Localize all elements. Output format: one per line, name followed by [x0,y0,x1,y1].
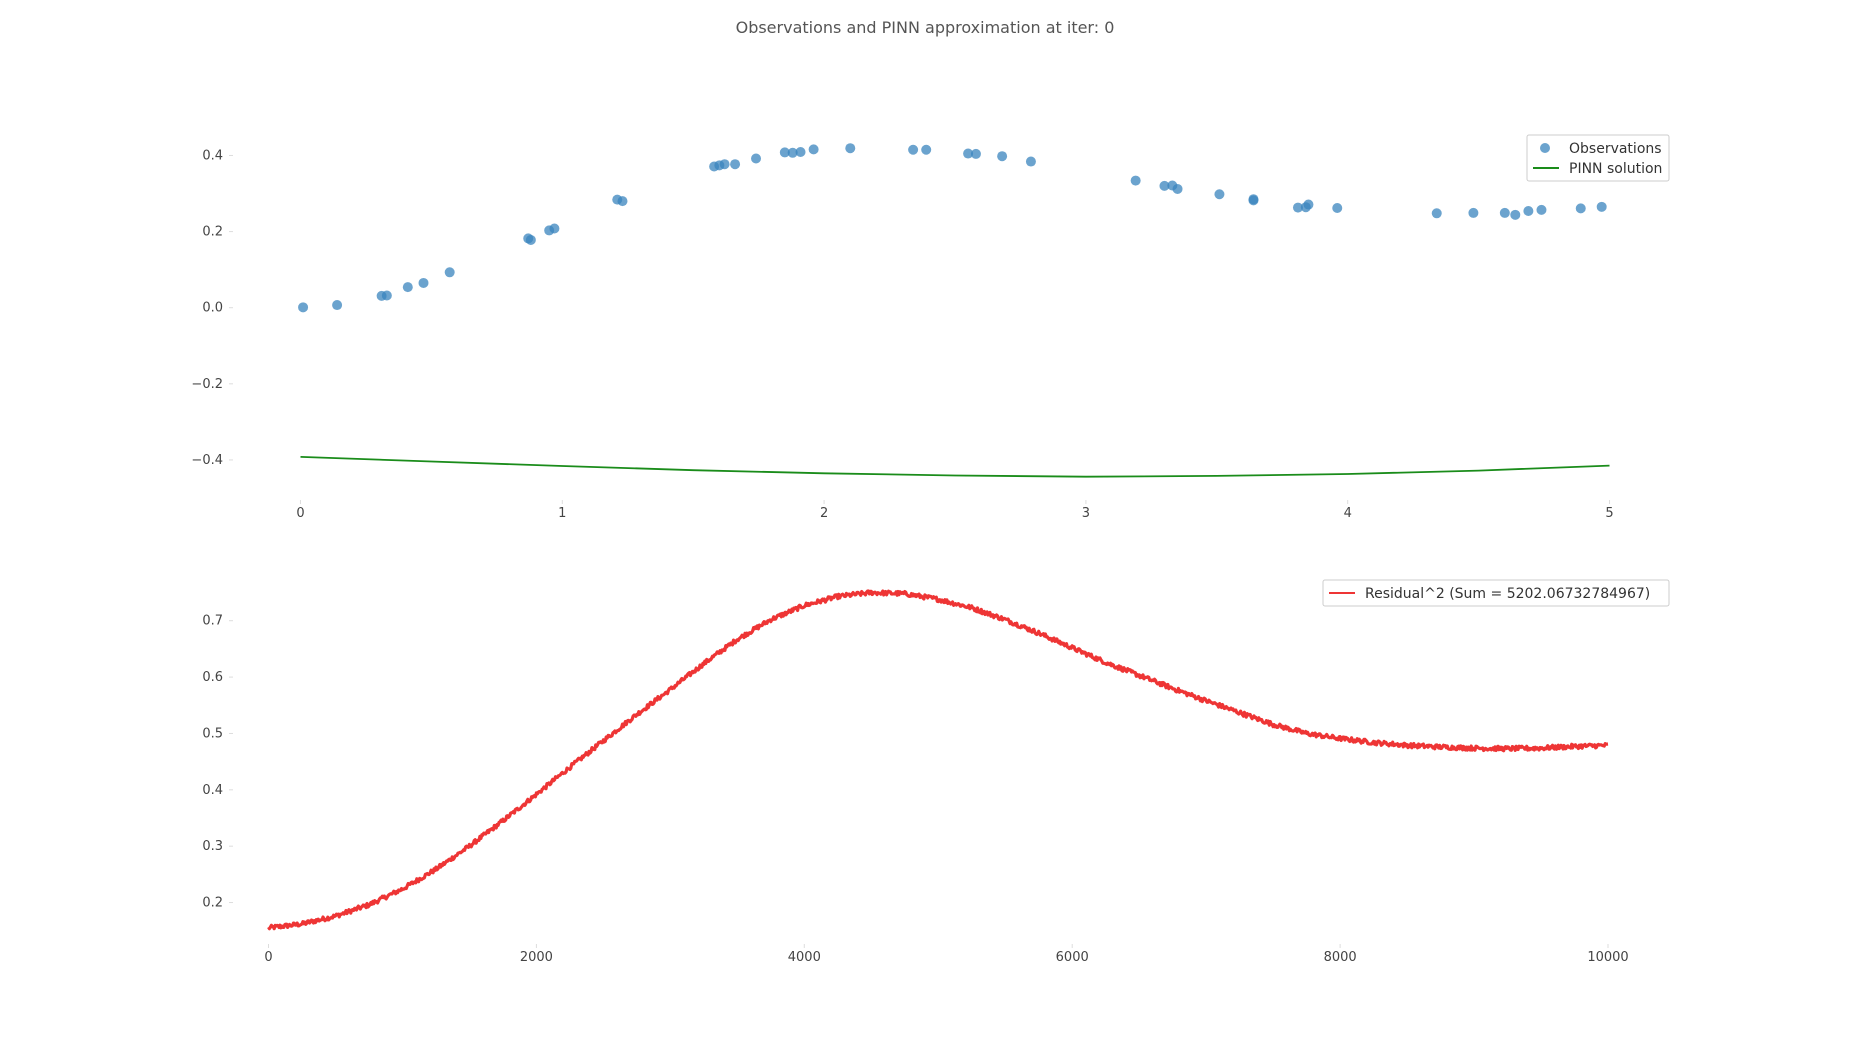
figure-title: Observations and PINN approximation at i… [736,18,1115,37]
x-tick-label: 4 [1344,506,1352,521]
observation-point [719,159,730,170]
observation-point [1130,175,1141,186]
x-tick-label: 0 [296,506,304,521]
observation-point [1159,180,1170,191]
x-tick-label: 2 [820,506,828,521]
observation-point [970,148,981,159]
observation-point [1292,202,1303,213]
observation-point [963,148,974,159]
legend-entry: Residual^2 (Sum = 5202.06732784967) [1365,586,1650,602]
observation-point [1510,209,1521,220]
observation-point [1248,194,1259,205]
x-tick-label: 4000 [788,950,821,965]
observation-point [1025,156,1036,167]
legend: Residual^2 (Sum = 5202.06732784967) [1322,579,1670,607]
legend-entry: Observations [1569,141,1662,157]
observation-point [1596,201,1607,212]
observation-point [787,147,798,158]
y-tick-label: 0.2 [202,225,223,240]
y-tick-label: −0.4 [191,453,223,468]
legend-entry: PINN solution [1569,161,1662,177]
y-tick-label: 0.4 [202,148,223,163]
x-tick-label: 8000 [1324,950,1357,965]
observation-point [1431,208,1442,219]
x-tick-label: 0 [264,950,272,965]
legend-marker [1540,143,1550,153]
observation-point [1536,204,1547,215]
y-tick-label: −0.2 [191,377,223,392]
x-tick-label: 5 [1605,506,1613,521]
legend-box [1322,579,1670,607]
y-tick-label: 0.6 [202,670,223,685]
observation-point [298,302,309,313]
observation-point [1499,207,1510,218]
observation-point [1214,189,1225,200]
observation-point [997,151,1008,162]
observation-point [1332,202,1343,213]
observation-point [845,143,856,154]
observation-point [1172,183,1183,194]
y-tick-label: 0.7 [202,614,223,629]
y-tick-label: 0.0 [202,301,223,316]
top-axes-observations-pinn: 0 1 2 3 4 5 −0.4 −0.2 0.0 0.2 0.4 Observations PINN … [191,134,1670,521]
observation-point [1575,203,1586,214]
x-tick-label: 10000 [1587,950,1628,965]
observation-point [908,144,919,155]
observation-point [921,144,932,155]
observation-point [381,290,392,301]
observation-point [444,267,455,278]
x-tick-label: 1 [558,506,566,521]
x-tick-label: 6000 [1056,950,1089,965]
observation-point [525,234,536,245]
observation-point [1523,206,1534,217]
y-tick-label: 0.5 [202,726,223,741]
observation-point [402,282,413,293]
bottom-axes-residual: 0 2000 4000 6000 8000 10000 0.2 0.3 0.4 0.5 0.6 0.7… [202,579,1670,965]
observation-point [751,153,762,164]
legend-box [1526,134,1670,182]
x-tick-label: 2000 [520,950,553,965]
observation-point [617,196,628,207]
observation-point [1468,207,1479,218]
y-tick-label: 0.3 [202,839,223,854]
residual-line [267,589,1609,931]
observation-point [795,147,806,158]
y-tick-label: 0.4 [202,783,223,798]
observation-point [1303,199,1314,210]
legend: Observations PINN solution [1526,134,1670,182]
observation-point [332,300,343,311]
observation-point [779,147,790,158]
observation-point [730,159,741,170]
observation-point [549,223,560,234]
observation-point [808,144,819,155]
observation-point [418,277,429,288]
x-tick-label: 3 [1082,506,1090,521]
pinn-solution-line [300,456,1610,478]
y-tick-label: 0.2 [202,896,223,911]
